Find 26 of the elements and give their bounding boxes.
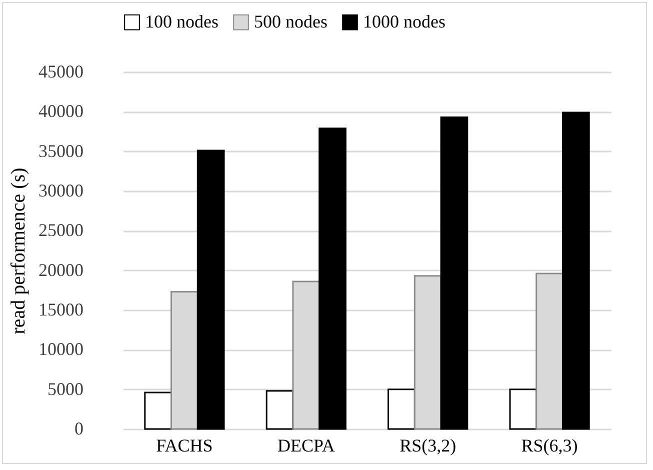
bar	[318, 128, 346, 430]
y-axis-title: read performence (s)	[8, 168, 30, 334]
legend-label: 1000 nodes	[363, 11, 446, 32]
x-tick-label: RS(3,2)	[400, 436, 456, 456]
bar	[388, 388, 416, 430]
y-tick-label: 25000	[38, 220, 84, 240]
legend-label: 100 nodes	[145, 11, 218, 32]
x-tick-label: FACHS	[156, 436, 213, 456]
bar	[196, 150, 225, 430]
x-tick-label: RS(6,3)	[521, 436, 578, 456]
bar	[440, 116, 468, 430]
bar	[509, 388, 538, 430]
y-tick-label: 15000	[38, 300, 84, 320]
legend-label: 500 nodes	[254, 11, 328, 32]
bar	[266, 390, 294, 430]
bar	[144, 392, 172, 430]
y-tick-label: 20000	[38, 260, 84, 280]
x-tick-label: DECPA	[277, 436, 335, 456]
y-tick-label: 5000	[48, 378, 84, 399]
y-tick-label: 40000	[38, 101, 84, 122]
y-tick-label: 30000	[38, 180, 84, 200]
bar	[562, 112, 590, 430]
y-tick-label: 45000	[38, 62, 84, 82]
y-tick-label: 35000	[38, 140, 84, 161]
y-tick-label: 10000	[38, 339, 84, 360]
y-tick-label: 0	[74, 418, 84, 438]
